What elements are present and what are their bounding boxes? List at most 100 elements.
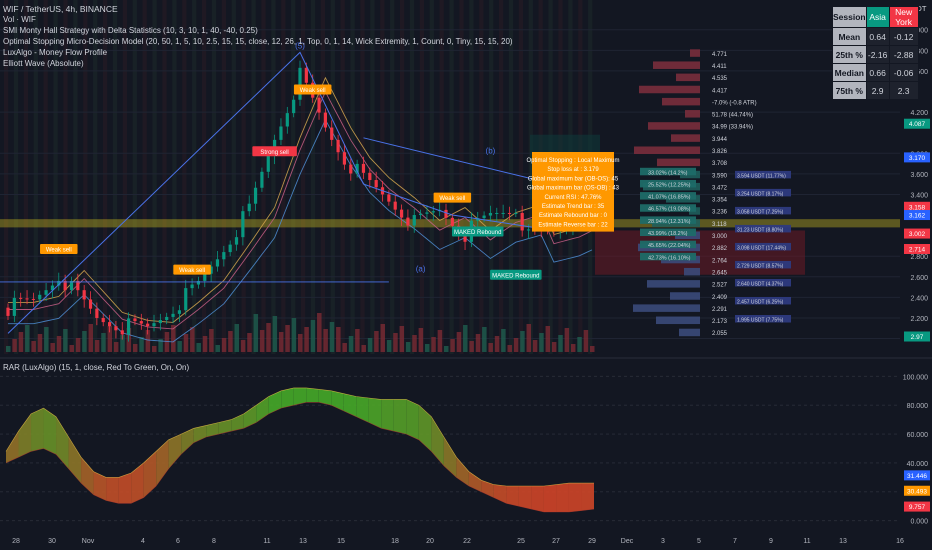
session-band xyxy=(301,0,306,354)
volume-bar xyxy=(82,331,87,352)
rar-band xyxy=(293,387,307,406)
rar-band xyxy=(518,486,532,510)
volume-bar xyxy=(259,330,265,352)
signal-label-box xyxy=(451,226,504,237)
rar-band xyxy=(268,390,282,414)
rar-band xyxy=(43,408,57,455)
volume-bar xyxy=(437,330,443,352)
rar-band xyxy=(56,416,69,469)
volume-bar xyxy=(317,313,322,352)
volume-bar xyxy=(590,346,595,352)
rar-band xyxy=(406,399,419,440)
volume-bar xyxy=(475,334,481,352)
rar-title[interactable]: RAR (LuxAlgo) (15, 1, close, Red To Gree… xyxy=(3,363,190,372)
time-tick: 28 xyxy=(12,538,20,545)
profile-tag-label: 31.23 USDT (8.80%) xyxy=(737,227,784,233)
time-tick: 25 xyxy=(517,538,525,545)
session-band xyxy=(400,0,405,354)
profile-tag xyxy=(735,206,791,215)
rar-tick: 80.000 xyxy=(907,403,929,410)
volume-bar xyxy=(266,323,271,352)
volume-bar xyxy=(285,325,290,352)
rar-tick: 0.000 xyxy=(910,519,928,526)
price-badge xyxy=(904,152,930,163)
session-band xyxy=(83,0,88,354)
indicator-money-flow[interactable]: LuxAlgo - Money Flow Profile xyxy=(3,48,108,57)
volume-bar xyxy=(56,336,62,352)
volume-bar xyxy=(336,327,341,352)
candle-body xyxy=(412,215,416,226)
session-band xyxy=(449,0,454,354)
rar-band xyxy=(18,413,32,458)
price-badge-text: 3.162 xyxy=(909,213,926,220)
stats-cell: -0.06 xyxy=(888,63,919,82)
profile-tag-label: 2.729 USDT (8.57%) xyxy=(737,263,784,269)
indicator-vol[interactable]: Vol · WIF xyxy=(3,15,36,24)
session-band xyxy=(419,0,424,354)
rar-band xyxy=(6,431,19,463)
rar-badge-text: 9.757 xyxy=(909,504,926,511)
candle-body xyxy=(476,218,480,221)
profile-row xyxy=(656,316,700,325)
candle-body xyxy=(177,310,181,314)
indicator-optimal-stopping[interactable]: Optimal Stopping Micro-Decision Model (2… xyxy=(3,37,513,46)
candle-body xyxy=(304,67,308,83)
price-badge xyxy=(904,118,930,129)
profile-tag xyxy=(735,315,791,323)
optimal-stopping-line: Optimal Stopping : Local Maximum xyxy=(526,158,619,164)
candle-body xyxy=(234,237,239,245)
indicator-elliott[interactable]: Elliott Wave (Absolute) xyxy=(3,59,84,68)
optimal-stopping-line: Current RSI : 47.76% xyxy=(544,195,602,201)
price-badge-text: 2.97 xyxy=(911,334,924,341)
price-badge xyxy=(904,228,930,239)
rar-badge xyxy=(904,501,930,512)
volume-bar xyxy=(469,341,474,352)
profile-price-label: 3.000 xyxy=(712,234,728,240)
optimal-stopping-line: Global maximum bar (OS-OB) : 43 xyxy=(527,186,620,192)
profile-price-label: 2.882 xyxy=(712,246,728,252)
profile-tag-label: 3.098 USDT (17.44%) xyxy=(737,245,786,251)
volume-bar xyxy=(507,345,512,352)
session-band xyxy=(152,0,157,354)
rar-band xyxy=(118,473,132,504)
signal-label-box xyxy=(293,84,332,95)
signal-label-text: Weak sell xyxy=(439,196,465,202)
optimal-stopping-line: Estimate Rebound bar : 0 xyxy=(539,213,608,219)
candle-body xyxy=(488,212,493,216)
time-tick: 11 xyxy=(803,538,810,545)
profile-tag-label: 1.995 USDT (7.75%) xyxy=(737,318,784,324)
stats-row-label: Median xyxy=(832,63,867,82)
session-band xyxy=(459,0,464,354)
moving-average-line xyxy=(8,90,593,330)
stats-cell: 0.66 xyxy=(865,63,890,82)
candle-body xyxy=(69,280,74,291)
volume-bar xyxy=(158,339,163,352)
price-tick: 2.600 xyxy=(910,275,928,282)
candle-body xyxy=(431,211,435,213)
rar-band xyxy=(143,451,157,498)
candle-body xyxy=(222,252,226,260)
profile-price-label: 2.527 xyxy=(712,283,728,289)
price-labels: Weak sell Strong sell Weak sell Weak sell We… xyxy=(40,84,620,280)
price-tick: 3.400 xyxy=(910,192,928,199)
profile-row xyxy=(633,304,700,312)
profile-price-label: 3.826 xyxy=(712,149,728,155)
volume-bar xyxy=(570,344,576,352)
session-band xyxy=(340,0,345,354)
rar-band xyxy=(218,419,232,435)
volume-bar xyxy=(551,342,557,352)
volume-bar xyxy=(412,335,417,352)
optimal-stopping-line: Stop loss at : 3.179 xyxy=(547,167,599,173)
signal-label-text: Weak sell xyxy=(46,248,72,254)
time-tick: 29 xyxy=(588,538,596,545)
volume-bar xyxy=(329,322,335,352)
volume-bar xyxy=(488,343,493,352)
volume-bar xyxy=(539,333,544,352)
indicator-smi[interactable]: SMI Monty Hall Strategy with Delta Stati… xyxy=(3,26,258,35)
profile-row xyxy=(640,228,696,237)
candle-body xyxy=(253,187,258,204)
session-band xyxy=(330,0,335,354)
candle-body xyxy=(444,209,448,218)
price-tick: 4.800 xyxy=(910,48,928,55)
